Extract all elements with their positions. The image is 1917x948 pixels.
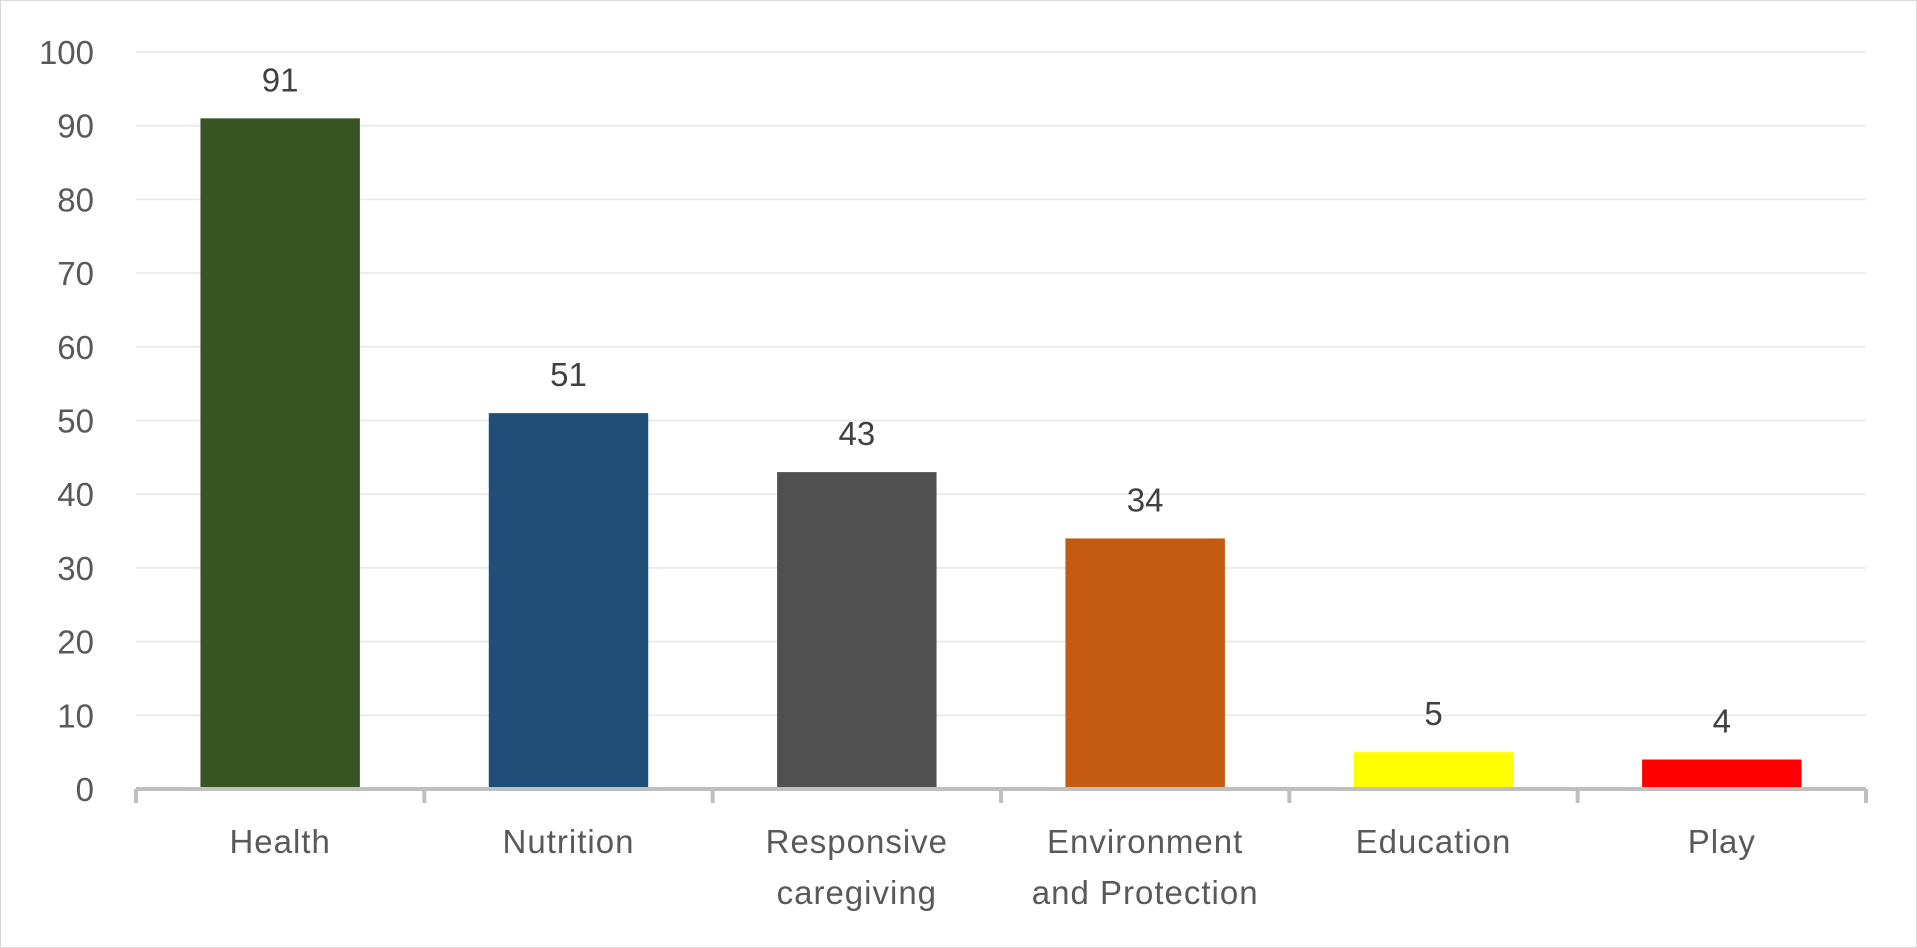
bar-5 xyxy=(1642,759,1802,789)
data-label-2: 43 xyxy=(838,415,875,452)
y-tick-label-20: 20 xyxy=(57,624,94,661)
data-label-5: 4 xyxy=(1713,703,1731,740)
bar-3 xyxy=(1065,538,1225,789)
y-tick-label-50: 50 xyxy=(57,403,94,440)
y-tick-label-0: 0 xyxy=(76,771,94,808)
data-label-0: 91 xyxy=(262,61,299,98)
data-label-1: 51 xyxy=(550,356,587,393)
x-tick-label-1-line-0: Nutrition xyxy=(503,823,635,860)
y-tick-label-70: 70 xyxy=(57,255,94,292)
y-tick-label-60: 60 xyxy=(57,329,94,366)
bar-0 xyxy=(200,118,360,789)
x-tick-label-4-line-0: Education xyxy=(1356,823,1512,860)
x-tick-label-2-line-1: caregiving xyxy=(777,874,937,911)
x-axis xyxy=(134,787,1868,803)
y-axis-tick-labels: 0 10 20 30 40 50 60 70 80 90 100 xyxy=(39,34,94,808)
x-tick-label-5-line-0: Play xyxy=(1688,823,1756,860)
x-tick-label-3-line-0: Environment xyxy=(1047,823,1243,860)
bar-1 xyxy=(488,413,649,789)
bar-2 xyxy=(777,472,937,789)
data-labels: 91 51 43 34 5 4 xyxy=(262,61,1731,739)
bar-4 xyxy=(1353,752,1514,789)
x-tick-label-2-line-0: Responsive xyxy=(766,823,948,860)
gridlines xyxy=(136,51,1866,717)
x-tick-label-0-line-0: Health xyxy=(229,823,330,860)
data-label-4: 5 xyxy=(1424,695,1442,732)
x-axis-category-labels: Health Nutrition Responsive caregiving Envir… xyxy=(229,823,1756,911)
y-tick-label-100: 100 xyxy=(39,34,94,71)
y-tick-label-80: 80 xyxy=(57,181,94,218)
bars xyxy=(200,118,1802,789)
x-tick-label-3-line-1: and Protection xyxy=(1032,874,1259,911)
y-tick-label-10: 10 xyxy=(57,697,94,734)
data-label-3: 34 xyxy=(1127,481,1164,518)
y-tick-label-90: 90 xyxy=(57,108,94,145)
y-tick-label-40: 40 xyxy=(57,476,94,513)
y-tick-label-30: 30 xyxy=(57,550,94,587)
